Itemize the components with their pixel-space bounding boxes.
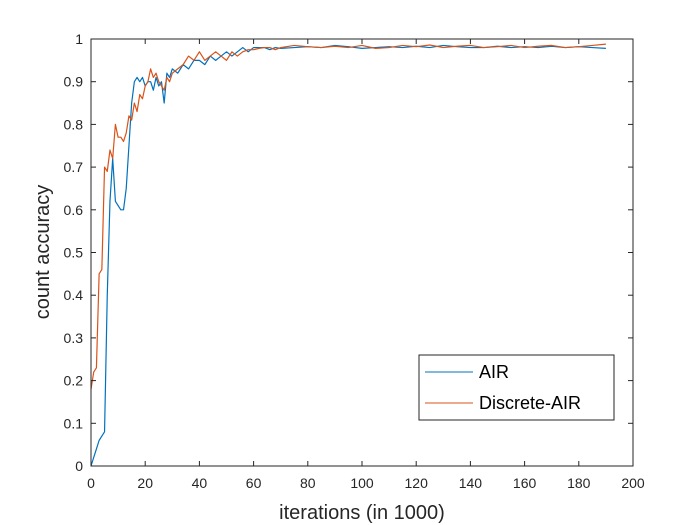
y-tick-label: 0.9 (64, 74, 84, 90)
y-tick-label: 0.2 (64, 373, 84, 389)
x-tick-label: 140 (459, 475, 483, 491)
legend: AIR Discrete-AIR (418, 354, 615, 421)
x-tick-label: 160 (513, 475, 537, 491)
y-tick-label: 0.3 (64, 330, 84, 346)
y-tick-label: 1 (75, 31, 83, 47)
y-tick-label: 0 (75, 458, 83, 474)
x-tick-label: 120 (405, 475, 429, 491)
y-axis-label: count accuracy (32, 185, 54, 320)
x-tick-label: 0 (87, 475, 95, 491)
series-line-discrete-air (90, 43, 606, 390)
x-tick-label: 40 (192, 475, 208, 491)
y-tick-label: 0.5 (64, 245, 84, 261)
ticks-layer: 0 20 40 60 80 100 120 140 160 180 200 0 0.1 0.2 0.3 0.4… (64, 31, 645, 491)
y-tick-label: 0.8 (64, 116, 84, 132)
x-tick-label: 20 (137, 475, 153, 491)
legend-box (418, 354, 615, 421)
legend-label-discrete-air: Discrete-AIR (479, 393, 581, 413)
y-tick-label: 0.7 (64, 159, 84, 175)
x-tick-label: 60 (246, 475, 262, 491)
x-tick-label: 100 (350, 475, 374, 491)
series-layer (90, 43, 606, 467)
legend-label-air: AIR (479, 362, 509, 382)
y-tick-label: 0.1 (64, 415, 84, 431)
x-tick-label: 200 (621, 475, 645, 491)
y-tick-label: 0.6 (64, 202, 84, 218)
x-tick-label: 180 (567, 475, 591, 491)
x-tick-label: 80 (300, 475, 316, 491)
x-axis-label: iterations (in 1000) (279, 502, 445, 524)
y-tick-label: 0.4 (64, 287, 84, 303)
